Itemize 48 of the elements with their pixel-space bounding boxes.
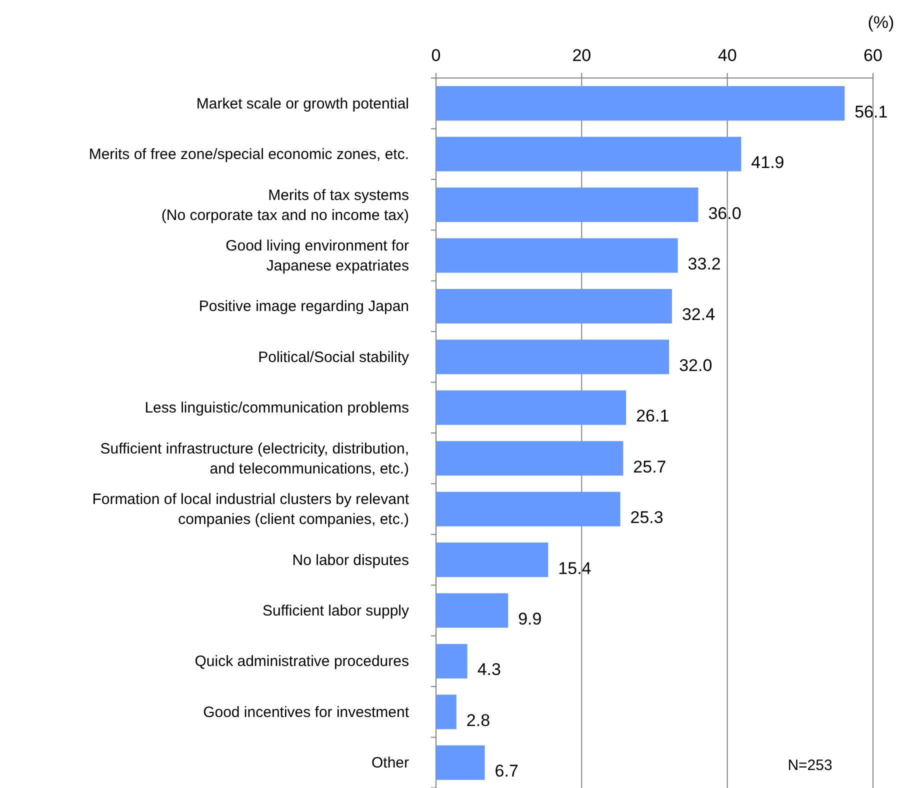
y-tick-label: Market scale or growth potential <box>196 95 409 112</box>
y-tick-label: No labor disputes <box>292 552 409 569</box>
bar <box>436 745 485 780</box>
y-tick-label: Good incentives for investment <box>203 704 410 721</box>
bar <box>436 136 742 172</box>
data-label: 9.9 <box>518 610 542 628</box>
x-tick-label: 0 <box>431 46 441 65</box>
data-label: 32.4 <box>682 305 716 324</box>
bar <box>436 593 508 628</box>
data-label: 33.2 <box>688 254 721 274</box>
y-tick-label: Sufficient labor supply <box>262 602 410 620</box>
y-tick-label: Political/Social stability <box>258 348 410 366</box>
bar <box>436 492 620 526</box>
x-tick-label: 60 <box>864 46 882 65</box>
data-label: 25.3 <box>630 508 664 528</box>
data-label: 56.1 <box>854 102 888 122</box>
y-tick-label: Good living environment for Japanese expatriates <box>226 238 409 274</box>
bar <box>436 441 624 476</box>
data-label: 36.0 <box>708 204 742 223</box>
bar <box>436 86 845 121</box>
bar <box>436 188 698 222</box>
data-label: 41.9 <box>751 153 784 172</box>
x-tick-label: 20 <box>572 46 592 65</box>
data-label: 26.1 <box>636 406 670 426</box>
x-tick-label: 40 <box>718 46 737 65</box>
data-label: 32.0 <box>679 356 712 375</box>
bar <box>436 238 678 273</box>
y-tick-label: Quick administrative procedures <box>194 653 409 670</box>
x-axis-title: (%) <box>868 13 894 32</box>
bar <box>436 542 548 578</box>
data-label: 15.4 <box>558 558 592 578</box>
bar <box>436 694 456 730</box>
data-label: 6.7 <box>494 762 518 781</box>
y-tick-label: Other <box>371 754 410 772</box>
bar <box>436 390 626 425</box>
bar <box>436 288 672 324</box>
bar <box>436 644 468 678</box>
y-tick-label: Merits of tax systems (No corporate tax and no income tax) <box>161 186 410 224</box>
y-tick-label: Positive image regarding Japan <box>198 298 409 316</box>
y-tick-label: Formation of local industrial clusters by relevant companies (client companies, etc.) <box>92 491 410 528</box>
data-label: 2.8 <box>466 710 490 730</box>
annotation: N=253 <box>788 757 832 774</box>
y-tick-label: Merits of free zone/special economic zones, etc. <box>88 146 409 164</box>
data-label: 25.7 <box>633 457 666 476</box>
y-tick-label: Less linguistic/communication problems <box>144 400 409 417</box>
bar <box>436 340 670 374</box>
data-label: 4.3 <box>477 660 501 680</box>
y-tick-label: Sufficient infrastructure (electricity, distribution, and telecommunications, etc.) <box>100 440 409 478</box>
